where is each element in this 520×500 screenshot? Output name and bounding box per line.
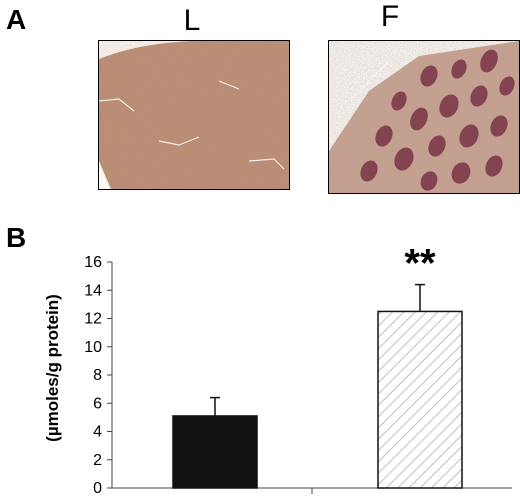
y-tick-label: 0 — [93, 480, 102, 497]
micrograph-f-image — [328, 40, 520, 194]
bar-F — [377, 310, 463, 489]
y-tick-label: 12 — [84, 311, 102, 328]
y-tick-label: 14 — [84, 282, 102, 299]
panel-b-label: B — [6, 222, 27, 253]
micrograph-f-label: F — [380, 0, 400, 33]
micrograph-l-image — [98, 40, 290, 190]
y-tick-label: 16 — [84, 254, 102, 271]
y-tick-label: 6 — [93, 395, 102, 412]
y-axis-label: (µmoles/g protein) — [43, 294, 62, 442]
y-tick-label: 2 — [93, 452, 102, 469]
y-tick-label: 4 — [93, 424, 102, 441]
significance-marker: ** — [404, 242, 436, 286]
y-tick-label: 10 — [84, 339, 102, 356]
y-tick-label: 8 — [93, 367, 102, 384]
micrograph-l-label: L — [183, 4, 201, 37]
bar-L — [172, 415, 258, 489]
bar-chart: (µmoles/g protein) 0 2 4 6 8 10 12 14 16 ** — [43, 242, 512, 497]
panel-a-label: A — [6, 4, 27, 35]
